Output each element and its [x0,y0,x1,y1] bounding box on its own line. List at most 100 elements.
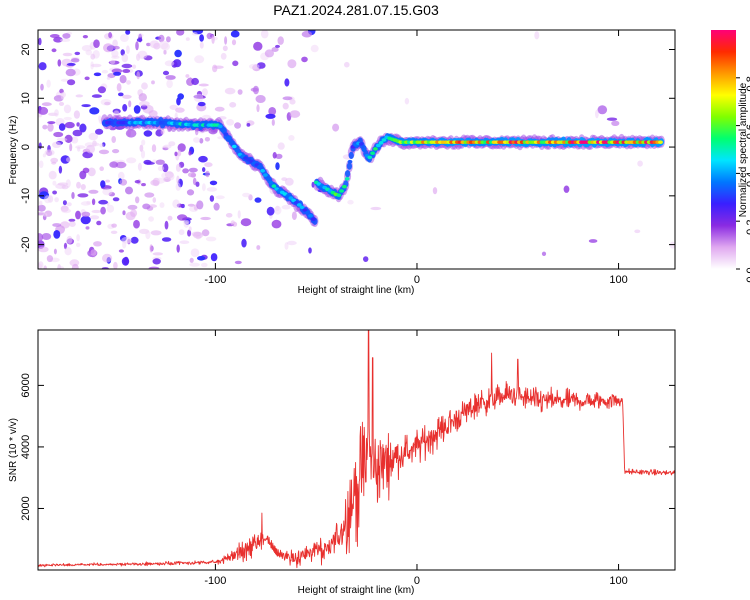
spectrogram-noise-cell [273,220,279,227]
spectrogram-noise-cell [122,210,126,216]
spectrogram-noise-cell [166,79,173,89]
spectrogram-noise-cell [77,193,89,198]
spectrogram-noise-cell [199,138,204,144]
spectrogram-noise-cell [69,143,73,152]
spectrogram-ridge-core [291,198,296,203]
spectrogram-noise-cell [125,129,137,138]
snr-x-axis-label: Height of straight line (km) [298,585,415,596]
spectrogram-noise-cell [162,70,170,76]
spectrogram-noise-cell [282,96,293,101]
spectrogram-noise-cell [281,204,291,210]
spectrogram-noise-cell [159,202,165,209]
spectrogram-noise-cell [111,136,116,143]
spectrogram-noise-cell [38,160,44,169]
spectrogram-noise-cell [271,47,279,52]
spectrogram-noise-cell [588,239,598,243]
spectrogram-ridge-core [271,184,277,188]
spectrogram-noise-cell [93,72,102,77]
spectrogram-noise-cell [125,186,133,195]
y-tick-label: 6000 [20,373,32,397]
spectrogram-ridge-band [348,151,354,159]
spectrogram-ridge-core [305,210,311,215]
spectrogram-ridge-core [336,193,342,197]
spectrogram-noise-cell [175,163,181,172]
spectrogram-noise-cell [112,197,120,202]
spectrogram-noise-cell [66,157,71,163]
spectrogram-noise-cell [185,37,190,41]
spectrogram-ridge-band [346,162,352,170]
spectrogram-ridge-core [311,217,316,221]
spectrogram-noise-cell [234,122,242,129]
spectrogram-noise-cell [595,109,599,119]
spectrogram-noise-cell [164,60,175,67]
spectrogram-noise-cell [84,76,90,81]
spectrogram-noise-cell [177,143,186,152]
spectrogram-noise-cell [122,94,132,99]
spectrogram-noise-cell [109,161,119,168]
spectrogram-noise-cell [266,206,275,216]
spectrogram-noise-cell [161,237,172,242]
spectrogram-noise-cell [122,104,128,112]
spectrogram-noise-cell [76,122,80,127]
spectrogram-noise-cell [281,177,288,182]
spectrogram-noise-cell [186,189,195,196]
colorbar-tick-label: 0.8 [745,76,750,91]
spectrogram-noise-cell [41,102,52,107]
spectrogram-noise-cell [115,161,127,169]
spectrogram-y-axis-label: Frequency (Hz) [8,116,19,185]
spectrogram-noise-cell [100,206,106,215]
spectrogram-noise-cell [275,153,283,159]
y-tick-label: 0 [20,144,32,150]
spectrogram-noise-cell [51,48,57,53]
spectrogram-noise-cell [271,119,275,126]
spectrogram-noise-cell [139,101,150,107]
spectrogram-noise-cell [102,253,113,263]
spectrogram-noise-cell [80,215,91,225]
spectrogram-noise-cell [195,181,200,187]
spectrogram-noise-cell [206,32,213,40]
colorbar-tick-label: 0.6 [745,124,750,139]
spectrogram-noise-cell [237,89,243,95]
spectrogram-noise-cell [141,183,146,187]
spectrogram-ridge-core [217,124,223,129]
spectrogram-noise-cell [116,83,122,92]
spectrogram-noise-cell [194,55,205,64]
spectrogram-noise-cell [150,179,160,186]
spectrogram-noise-cell [76,181,81,189]
spectrogram-noise-cell [97,86,106,94]
spectrogram-ridge-core [370,151,375,155]
spectrogram-noise-cell [47,121,56,125]
spectrogram-noise-cell [74,51,81,56]
spectrogram-noise-cell [225,213,233,218]
spectrogram-noise-cell [209,195,215,202]
spectrogram-noise-cell [130,236,139,244]
spectrogram-noise-cell [534,31,540,40]
spectrogram-noise-cell [46,255,54,263]
spectrogram-ridge-core [263,173,268,177]
spectrogram-noise-cell [291,211,297,220]
spectrogram-noise-cell [148,204,157,208]
spectrogram-noise-cell [126,157,137,164]
spectrogram-noise-cell [105,179,110,183]
spectrogram-noise-cell [176,175,180,185]
spectrogram-noise-cell [61,185,69,190]
spectrogram-noise-cell [253,41,263,51]
spectrogram-noise-cell [240,218,252,227]
spectrogram-noise-cell [64,121,75,129]
spectrogram-noise-cell [158,34,165,43]
spectrogram-noise-cell [260,30,269,39]
spectrogram-noise-cell [177,149,182,157]
spectrogram-noise-cell [167,215,173,221]
spectrogram-noise-cell [158,40,169,50]
spectrogram-noise-cell [199,41,204,49]
spectrogram-noise-cell [54,109,59,117]
spectrogram-noise-cell [272,152,277,159]
spectrogram-noise-cell [63,104,72,114]
spectrogram-noise-cell [70,58,80,63]
spectrogram-noise-cell [246,123,251,127]
spectrogram-noise-cell [49,34,60,38]
spectrogram-ridge-core [375,143,381,148]
spectrogram-noise-cell [169,104,178,110]
spectrogram-noise-cell [174,49,182,58]
spectrogram-noise-cell [106,76,111,80]
